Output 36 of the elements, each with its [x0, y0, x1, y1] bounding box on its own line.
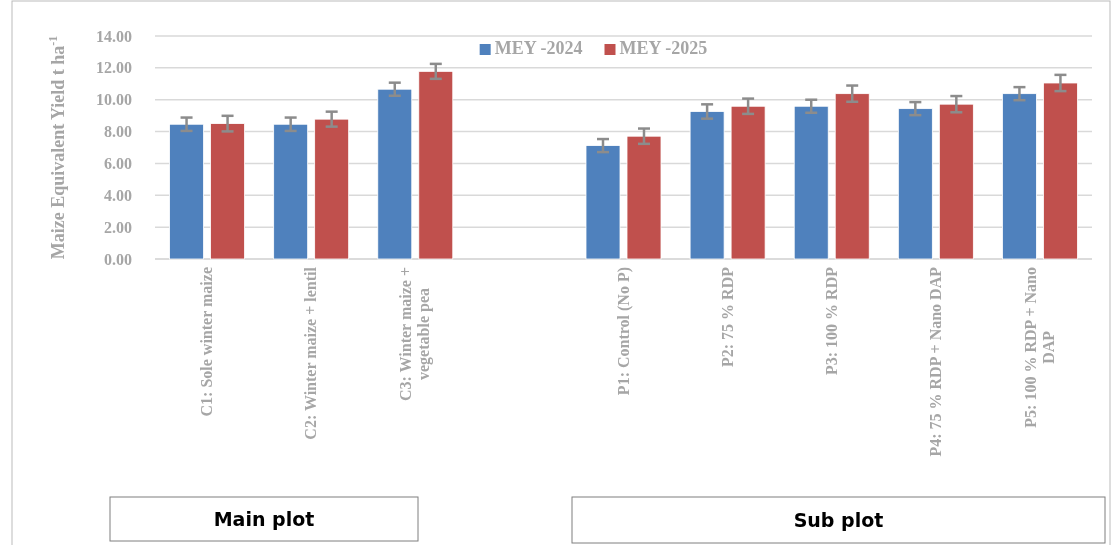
- x-tick-label: P3: 100 % RDP: [822, 266, 840, 375]
- y-tick-label: 4.00: [104, 186, 132, 204]
- bar: [938, 103, 974, 260]
- bar: [169, 123, 204, 260]
- text: Main plot: [213, 508, 315, 530]
- y-tick-label: 12.00: [96, 59, 132, 77]
- y-tick-label: 14.00: [96, 27, 132, 45]
- bar: [1002, 93, 1037, 260]
- bar: [834, 93, 870, 260]
- y-tick-label: 8.00: [104, 123, 132, 141]
- bar: [418, 70, 454, 260]
- bar: [730, 105, 766, 260]
- bar: [314, 118, 350, 260]
- x-tick-label: P5: 100 % RDP + Nano DAP: [1021, 267, 1057, 428]
- legend-label: MEY -2024: [494, 38, 583, 58]
- x-tick-label: C3: Winter maize + vegetable pea: [397, 267, 434, 401]
- text: Sub plot: [793, 509, 884, 531]
- y-tick-label: 0.00: [104, 250, 132, 268]
- x-tick-label: P4: 75 % RDP + Nano DAP: [926, 266, 944, 457]
- y-tick-label: 10.00: [96, 91, 132, 109]
- bar: [210, 123, 245, 260]
- y-tick-label: 6.00: [104, 155, 132, 173]
- y-tick-label: 2.00: [104, 218, 132, 236]
- bar: [377, 88, 413, 260]
- bar: [897, 108, 933, 260]
- bar: [585, 145, 621, 260]
- bar: [626, 135, 662, 260]
- bar: [793, 105, 829, 260]
- x-tick-label: C2: Winter maize + lentil: [302, 266, 320, 440]
- x-tick-label: C1: Sole winter maize: [198, 267, 216, 417]
- bar: [273, 123, 309, 260]
- x-tick-label: P1: Control (No P): [614, 267, 633, 396]
- legend-label: MEY -2025: [619, 38, 708, 58]
- bar: [689, 111, 725, 260]
- bar: [1043, 82, 1078, 260]
- x-tick-label: P2: 75 % RDP: [718, 266, 736, 367]
